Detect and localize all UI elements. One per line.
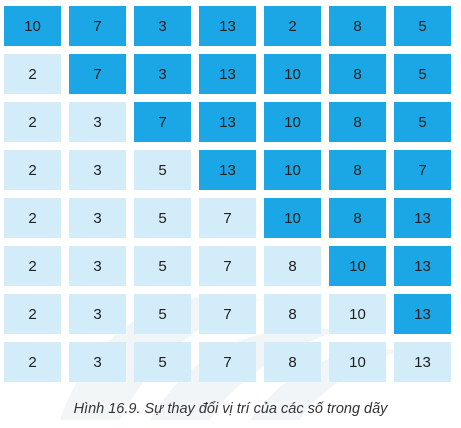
number-cell: 13 — [199, 102, 256, 142]
number-cell: 10 — [264, 54, 321, 94]
figure-caption: Hình 16.9. Sự thay đổi vị trí của các số… — [73, 401, 388, 417]
number-cell: 8 — [264, 294, 321, 334]
number-cell: 8 — [329, 54, 386, 94]
number-cell: 3 — [69, 294, 126, 334]
number-cell: 3 — [134, 54, 191, 94]
number-cell: 8 — [329, 198, 386, 238]
number-cell: 10 — [329, 294, 386, 334]
sorting-steps-grid: 10 7 3 13 2 8 5 2 7 3 13 10 8 5 2 3 7 13 10 8 5 2 3 5 13 10 8 7 2 3 5 7… — [4, 6, 451, 382]
number-cell: 5 — [394, 6, 451, 46]
number-cell: 13 — [199, 150, 256, 190]
number-cell: 5 — [134, 246, 191, 286]
number-cell: 2 — [4, 54, 61, 94]
number-cell: 10 — [329, 246, 386, 286]
number-cell: 7 — [199, 246, 256, 286]
number-cell: 13 — [199, 6, 256, 46]
number-cell: 10 — [329, 342, 386, 382]
number-cell: 2 — [4, 150, 61, 190]
number-cell: 7 — [199, 294, 256, 334]
number-cell: 2 — [4, 294, 61, 334]
number-cell: 5 — [134, 342, 191, 382]
number-cell: 3 — [69, 246, 126, 286]
number-cell: 2 — [4, 246, 61, 286]
number-cell: 8 — [329, 102, 386, 142]
number-cell: 13 — [394, 198, 451, 238]
number-cell: 13 — [394, 246, 451, 286]
number-cell: 13 — [199, 54, 256, 94]
number-cell: 8 — [329, 6, 386, 46]
number-cell: 7 — [69, 6, 126, 46]
number-cell: 2 — [4, 102, 61, 142]
number-cell: 5 — [134, 150, 191, 190]
number-cell: 3 — [69, 342, 126, 382]
number-cell: 8 — [264, 246, 321, 286]
number-cell: 2 — [264, 6, 321, 46]
number-cell: 13 — [394, 294, 451, 334]
number-cell: 5 — [134, 294, 191, 334]
number-cell: 5 — [134, 198, 191, 238]
number-cell: 7 — [199, 342, 256, 382]
number-cell: 3 — [69, 102, 126, 142]
number-cell: 10 — [264, 198, 321, 238]
number-cell: 7 — [199, 198, 256, 238]
number-cell: 3 — [69, 198, 126, 238]
number-cell: 5 — [394, 54, 451, 94]
number-cell: 10 — [264, 150, 321, 190]
number-cell: 3 — [134, 6, 191, 46]
number-cell: 10 — [4, 6, 61, 46]
number-cell: 5 — [394, 102, 451, 142]
number-cell: 10 — [264, 102, 321, 142]
number-cell: 8 — [264, 342, 321, 382]
number-cell: 2 — [4, 342, 61, 382]
number-cell: 7 — [134, 102, 191, 142]
number-cell: 2 — [4, 198, 61, 238]
number-cell: 13 — [394, 342, 451, 382]
number-cell: 7 — [394, 150, 451, 190]
number-cell: 3 — [69, 150, 126, 190]
number-cell: 7 — [69, 54, 126, 94]
number-cell: 8 — [329, 150, 386, 190]
